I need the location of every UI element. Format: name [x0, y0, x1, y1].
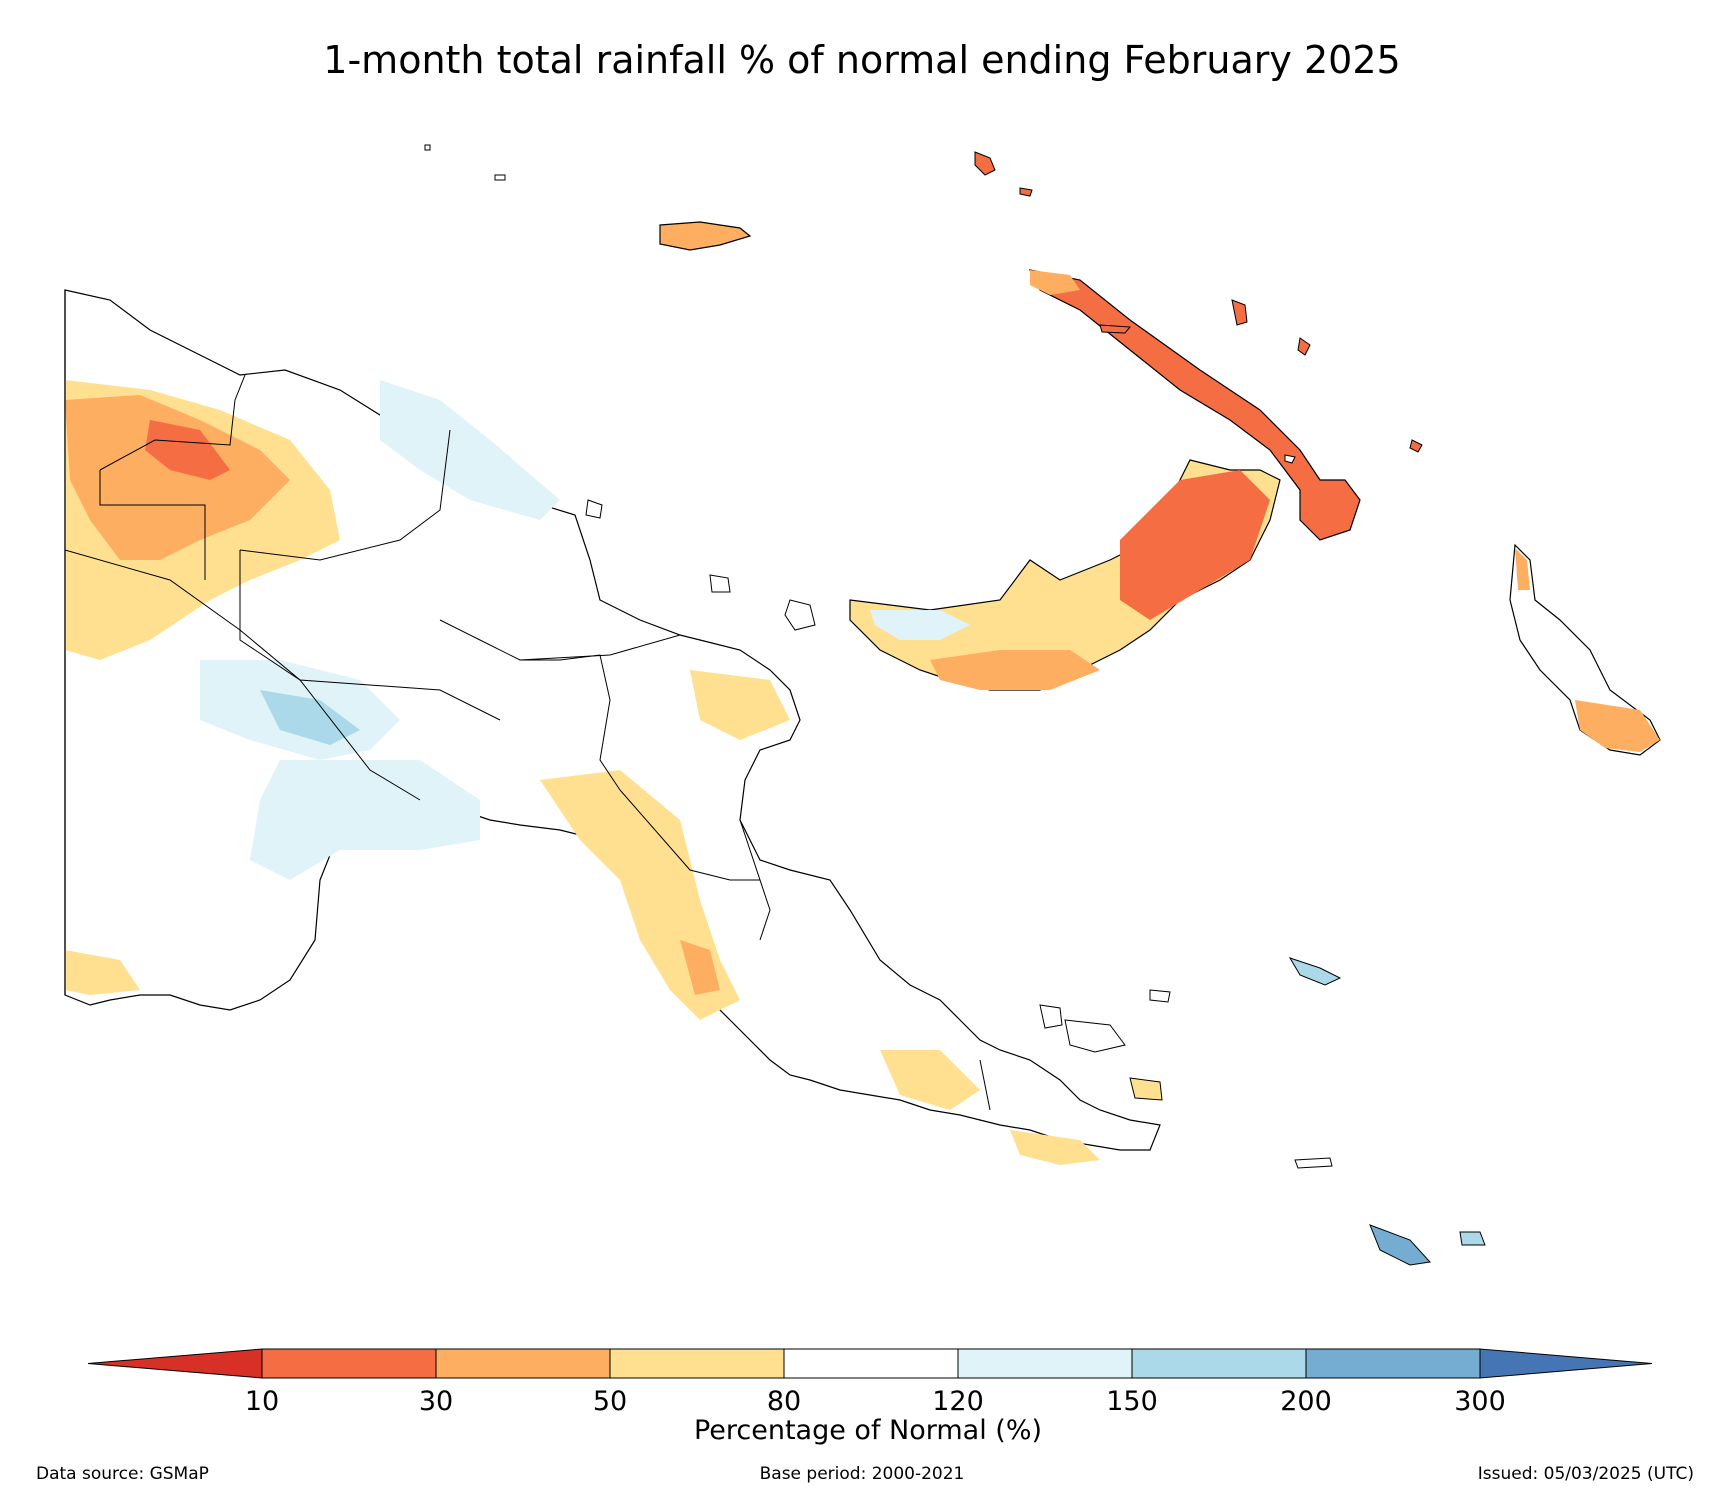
bougainville: [1509, 543, 1661, 756]
patch-west-coast-dry: [65, 950, 140, 995]
colorbar-bin-150-200: [1131, 1348, 1307, 1379]
island-wuvulu: [424, 144, 431, 151]
patch-west-highlands-dry: [65, 395, 290, 560]
rainfall-map: [64, 144, 1661, 1266]
colorbar-tick-label: 50: [593, 1386, 627, 1417]
colorbar-tick-label: 300: [1454, 1386, 1506, 1417]
patch-new-britain-south: [930, 650, 1100, 690]
colorbar-bin-10-30: [261, 1348, 437, 1379]
island-tabar: [1297, 337, 1311, 356]
patch-new-britain-east: [1120, 470, 1270, 620]
patch-bougainville-dry: [1575, 700, 1660, 752]
patch-south-east-dry: [880, 1050, 980, 1110]
patch-madang-dry: [690, 670, 790, 740]
island-woodlark: [1288, 957, 1342, 986]
island-new-hanover: [1099, 324, 1132, 334]
patch-new-britain-wet: [870, 610, 970, 640]
island-umboi: [784, 599, 816, 631]
colorbar: 10 30 50 80 120 150 200 300 Percentage of Norma…: [87, 1348, 1653, 1446]
province-boundaries: [64, 374, 991, 1111]
manus-outline: [659, 221, 752, 251]
patch-gulf-wet: [250, 760, 480, 880]
island-goodenough: [1039, 1004, 1063, 1029]
issued-date: Issued: 05/03/2025 (UTC): [1477, 1464, 1694, 1484]
colorbar-extend-high: [1479, 1348, 1653, 1379]
island-misima: [1294, 1157, 1333, 1169]
island-feni: [1409, 439, 1423, 453]
colorbar-ticks: 10 30 50 80 120 150 200 300: [245, 1386, 1506, 1417]
map-title: 1-month total rainfall % of normal endin…: [323, 38, 1401, 82]
new-ireland: [1028, 269, 1361, 541]
anomaly-patches: [65, 380, 1100, 1165]
colorbar-tick-label: 10: [245, 1386, 279, 1417]
colorbar-tick-label: 200: [1280, 1386, 1332, 1417]
patch-north-wet: [380, 380, 560, 520]
patch-west-highlands-very-dry: [145, 420, 230, 480]
colorbar-extend-low: [87, 1348, 263, 1379]
island-emirau: [1019, 187, 1033, 197]
colorbar-bin-30-50: [435, 1348, 611, 1379]
island-lihir: [1231, 299, 1248, 326]
patch-bougainville-north: [1515, 548, 1530, 590]
island-duke-of-york: [1284, 454, 1296, 464]
colorbar-tick-label: 120: [932, 1386, 984, 1417]
island-karkar: [585, 499, 603, 519]
patch-central-very-wet: [260, 690, 360, 745]
colorbar-bins: [87, 1348, 1653, 1379]
data-source: Data source: GSMaP: [36, 1464, 209, 1484]
colorbar-tick-label: 30: [419, 1386, 453, 1417]
patch-new-ireland-dry: [1030, 270, 1080, 295]
island-ninigo: [494, 174, 506, 181]
island-normanby: [1129, 1077, 1163, 1101]
island-mussau: [974, 151, 996, 176]
colorbar-bin-200-300: [1305, 1348, 1481, 1379]
island-rossel: [1369, 1224, 1431, 1266]
base-period: Base period: 2000-2021: [759, 1464, 965, 1484]
patch-morobe-drier: [680, 940, 720, 995]
colorbar-tick-label: 150: [1106, 1386, 1158, 1417]
bougainville-outline: [1509, 543, 1661, 756]
manus-island: [659, 221, 752, 251]
new-britain: [849, 459, 1281, 691]
island-sudest: [1459, 1231, 1486, 1246]
mainland-new-guinea: [64, 289, 1161, 1165]
colorbar-bin-120-150: [957, 1348, 1133, 1379]
new-ireland-outline: [1028, 269, 1361, 541]
small-islands: [424, 144, 1486, 1266]
island-long: [709, 574, 731, 593]
island-trobriand: [1149, 989, 1171, 1003]
colorbar-bin-80-120: [783, 1348, 959, 1379]
island-fergusson: [1064, 1019, 1126, 1053]
colorbar-tick-label: 80: [767, 1386, 801, 1417]
patch-milne-bay-dry: [1010, 1130, 1100, 1165]
colorbar-label: Percentage of Normal (%): [694, 1415, 1042, 1446]
colorbar-bin-50-80: [609, 1348, 785, 1379]
